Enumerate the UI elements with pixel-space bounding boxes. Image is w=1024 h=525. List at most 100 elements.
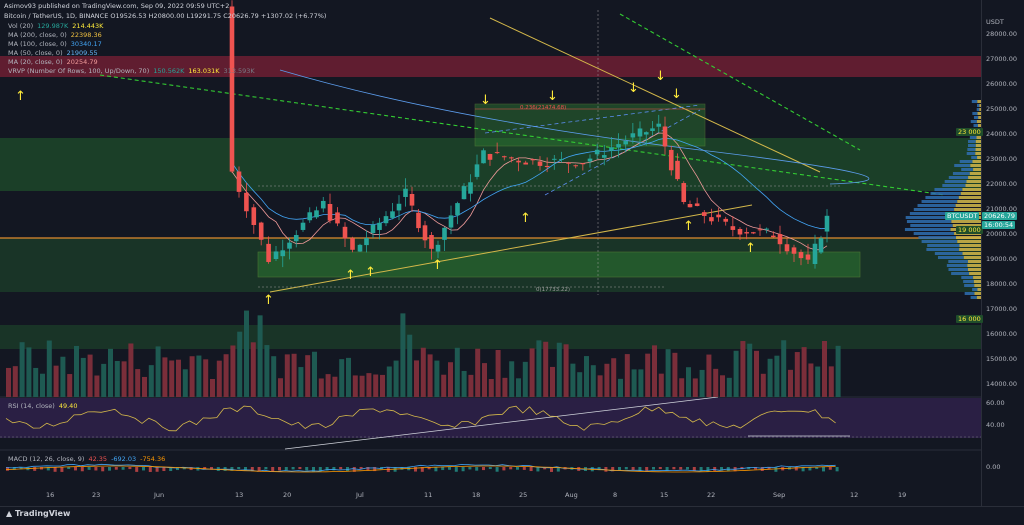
volume-bar xyxy=(237,331,243,397)
price-tick-label: 22000.00 xyxy=(986,180,1018,188)
time-tick-label: 25 xyxy=(519,491,528,499)
macd-hist-bar xyxy=(325,467,329,471)
macd-hist-bar xyxy=(53,467,57,472)
tradingview-brand: TradingView xyxy=(14,509,71,518)
volume-bar xyxy=(726,377,732,397)
candle xyxy=(551,155,557,170)
time-tick-label: 8 xyxy=(613,491,618,499)
profile-bar-down xyxy=(969,272,981,275)
macd-indicator[interactable]: MACD (12, 26, close, 9) 42.35 -692.03 -754.… xyxy=(8,455,165,463)
macd-hist-bar xyxy=(808,467,812,471)
price-axis[interactable]: USDT 28000.00 27000.00 26000.00 25000.00 240… xyxy=(981,0,1024,506)
rsi-indicator[interactable]: RSI (14, close) 49.40 xyxy=(8,402,77,410)
ma100-value: 30340.17 xyxy=(70,40,102,48)
volume-bar xyxy=(346,357,351,397)
volume-bar xyxy=(169,360,175,397)
volume-bar xyxy=(509,361,515,397)
macd-hist-bar xyxy=(720,467,723,471)
descending-trendline-yellow xyxy=(489,17,821,173)
ma20-value: 20254.79 xyxy=(66,58,98,66)
profile-bar-down xyxy=(975,144,981,147)
ma20-indicator[interactable]: MA (20, close, 0) 20254.79 xyxy=(8,58,98,66)
candle xyxy=(716,207,721,222)
candle xyxy=(730,216,736,237)
profile-bar-up xyxy=(927,244,960,247)
profile-bar-up xyxy=(913,232,955,235)
ma50-label: MA (50, close, 0) xyxy=(8,49,63,57)
volume-bar xyxy=(448,362,453,397)
macd-hist-bar xyxy=(305,467,309,471)
profile-bar-up xyxy=(966,152,976,155)
macd-hist-bar xyxy=(556,467,560,472)
volume-bar xyxy=(801,347,807,397)
ma50-indicator[interactable]: MA (50, close, 0) 21909.55 xyxy=(8,49,98,57)
macd-hist-bar xyxy=(67,467,71,470)
candle xyxy=(643,131,649,146)
macd-hist-bar xyxy=(33,467,37,471)
volume-bar xyxy=(128,343,134,397)
profile-bar-down xyxy=(973,168,981,171)
profile-bar-down xyxy=(955,236,981,239)
macd-hist-bar xyxy=(468,467,472,470)
volume-bar xyxy=(427,354,433,397)
volume-bar xyxy=(706,354,712,397)
macd-hist-bar xyxy=(121,467,125,470)
profile-bar-up xyxy=(971,156,978,159)
volume-bar xyxy=(828,366,834,397)
profile-bar-down xyxy=(967,260,981,263)
macd-hist-bar xyxy=(420,467,424,472)
macd-hist-bar xyxy=(162,467,166,472)
price-tick-label: 16000.00 xyxy=(986,330,1018,338)
macd-signal-line xyxy=(5,465,836,473)
macd-hist-bar xyxy=(509,467,513,470)
volume-bar xyxy=(604,363,610,397)
candle xyxy=(573,164,579,169)
candle xyxy=(818,235,824,255)
profile-bar-down xyxy=(959,244,981,247)
tradingview-logo[interactable]: ▲ TradingView xyxy=(6,509,70,518)
candle xyxy=(403,178,408,207)
profile-bar-up xyxy=(967,144,976,147)
volume-bar xyxy=(577,372,583,397)
profile-bar-down xyxy=(973,280,981,283)
ma200-indicator[interactable]: MA (200, close, 0) 22398.36 xyxy=(8,31,102,39)
profile-bar-up xyxy=(948,176,969,179)
volume-bar xyxy=(101,363,107,397)
volume-profile xyxy=(904,100,981,299)
candle xyxy=(251,204,257,234)
candle xyxy=(364,230,369,253)
profile-bar-up xyxy=(970,120,977,123)
candle xyxy=(327,193,333,224)
profile-bar-down xyxy=(951,220,981,223)
vrvp-indicator[interactable]: VRVP (Number Of Rows, 100, Up/Down, 70) 1… xyxy=(8,67,255,75)
vol-indicator[interactable]: Vol (20) 129.987K 214.443K xyxy=(8,22,103,30)
macd-axis-label: 0.00 xyxy=(986,463,1001,471)
volume-bar xyxy=(46,340,52,397)
profile-bar-down xyxy=(962,188,981,191)
volume-bar xyxy=(40,373,45,397)
rsi-polyline xyxy=(5,405,836,432)
volume-bar xyxy=(529,348,535,397)
candle xyxy=(474,154,480,180)
ma100-indicator[interactable]: MA (100, close, 0) 30340.17 xyxy=(8,40,102,48)
volume-bar xyxy=(794,352,800,397)
candle xyxy=(370,221,376,238)
red-zone xyxy=(0,56,981,77)
macd-hist-bar xyxy=(352,467,356,472)
time-tick-label: 18 xyxy=(472,491,481,499)
rsi-pane xyxy=(0,398,981,438)
volume-bar xyxy=(87,354,93,397)
price-unit: USDT xyxy=(986,18,1004,26)
candle xyxy=(422,220,428,249)
volume-bar xyxy=(414,360,419,397)
profile-bar-up xyxy=(909,212,953,215)
profile-bar-down xyxy=(952,224,981,227)
vrvp-label: VRVP (Number Of Rows, 100, Up/Down, 70) xyxy=(8,67,150,75)
macd-hist-bar xyxy=(482,467,485,471)
ma100-label: MA (100, close, 0) xyxy=(8,40,67,48)
macd-hist-bar xyxy=(176,467,179,471)
profile-bar-up xyxy=(942,184,966,187)
macd-hist-bar xyxy=(278,467,281,471)
consolidation-box xyxy=(474,103,706,147)
